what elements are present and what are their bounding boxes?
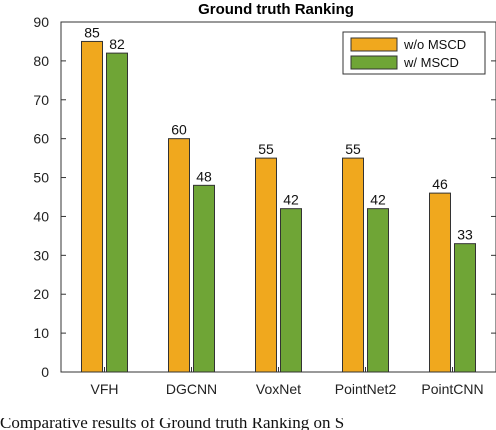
y-tick-label: 20 <box>33 286 49 302</box>
x-tick-label: DGCNN <box>166 381 217 397</box>
bar-value-label: 82 <box>109 36 125 52</box>
legend: w/o MSCD w/ MSCD <box>342 31 486 75</box>
legend-label-wo-mscd: w/o MSCD <box>403 37 466 52</box>
bar <box>367 208 389 373</box>
bar-value-label: 60 <box>171 122 187 138</box>
bar <box>168 138 190 373</box>
legend-swatch-wo-mscd <box>350 37 398 52</box>
y-tick-label: 80 <box>33 53 49 69</box>
bar-value-label: 55 <box>258 141 274 157</box>
bar-value-label: 42 <box>370 192 386 208</box>
x-tick-label: PointCNN <box>421 381 483 397</box>
bar <box>280 208 302 373</box>
bar-value-label: 46 <box>432 176 448 192</box>
bar-value-label: 42 <box>283 192 299 208</box>
figure-caption: Comparative results of Ground truth Rank… <box>0 418 345 430</box>
x-tick-label: VFH <box>91 381 119 397</box>
x-axis: VFH DGCNN VoxNet PointNet2 PointCNN <box>91 367 484 397</box>
bar <box>106 52 128 373</box>
y-tick-label: 60 <box>33 131 49 147</box>
y-tick-label: 70 <box>33 92 49 108</box>
bar <box>454 243 476 373</box>
bar-value-label: 33 <box>457 227 473 243</box>
y-tick-label: 30 <box>33 247 49 263</box>
y-tick-label: 90 <box>33 14 49 30</box>
bar-chart: Ground truth Ranking 0 10 20 30 40 50 60 70 80 90… <box>33 1 496 397</box>
x-tick-label: VoxNet <box>256 381 301 397</box>
legend-swatch-w-mscd <box>350 55 398 70</box>
bar <box>81 40 103 373</box>
bar-value-label: 85 <box>84 24 100 40</box>
y-tick-label: 50 <box>33 170 49 186</box>
y-axis: 0 10 20 30 40 50 60 70 80 90 <box>33 14 496 380</box>
bars: 85 82 60 48 55 42 55 42 46 33 <box>81 24 476 373</box>
y-tick-label: 10 <box>33 325 49 341</box>
x-tick-label: PointNet2 <box>335 381 397 397</box>
bar <box>429 192 451 373</box>
bar <box>193 184 215 373</box>
bar-value-label: 55 <box>345 141 361 157</box>
chart-title: Ground truth Ranking <box>198 1 354 18</box>
legend-label-w-mscd: w/ MSCD <box>403 55 459 70</box>
y-tick-label: 40 <box>33 208 49 224</box>
y-tick-label: 0 <box>41 364 49 380</box>
bar <box>255 157 277 373</box>
bar <box>342 157 364 373</box>
bar-value-label: 48 <box>196 168 212 184</box>
